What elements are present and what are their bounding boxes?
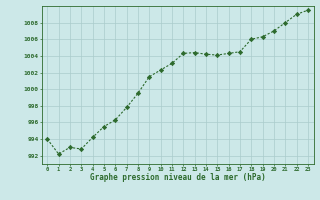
X-axis label: Graphe pression niveau de la mer (hPa): Graphe pression niveau de la mer (hPa) [90,173,266,182]
